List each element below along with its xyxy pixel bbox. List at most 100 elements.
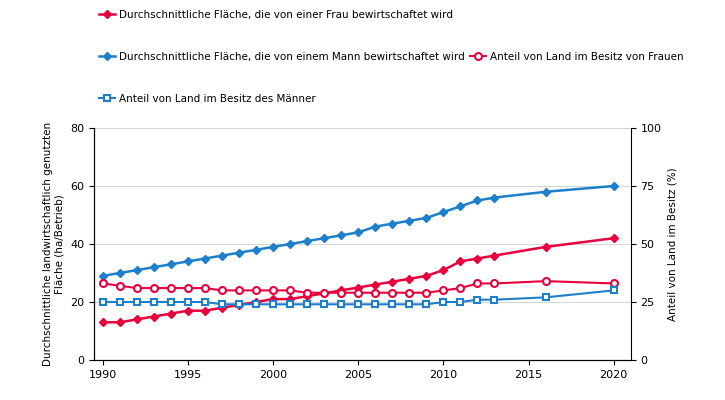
Durchschnittliche Fläche, die von einem Mann bewirtschaftet wird [439, 210, 448, 214]
Anteil von Land im Besitz von Frauen [252, 288, 260, 293]
Durchschnittliche Fläche, die von einem Mann bewirtschaftet wird [320, 236, 328, 240]
Durchschnittliche Fläche, die von einer Frau bewirtschaftet wird [610, 236, 618, 240]
Anteil von Land im Besitz von Frauen [218, 288, 226, 293]
Anteil von Land im Besitz von Frauen [542, 279, 550, 284]
Anteil von Land im Besitz des Männer [439, 300, 448, 304]
Durchschnittliche Fläche, die von einem Mann bewirtschaftet wird [201, 256, 210, 261]
Anteil von Land im Besitz von Frauen [133, 286, 141, 290]
Durchschnittliche Fläche, die von einer Frau bewirtschaftet wird [354, 285, 362, 290]
Durchschnittliche Fläche, die von einer Frau bewirtschaftet wird [115, 320, 124, 325]
Durchschnittliche Fläche, die von einem Mann bewirtschaftet wird [115, 270, 124, 275]
Durchschnittliche Fläche, die von einer Frau bewirtschaftet wird [183, 308, 192, 313]
Durchschnittliche Fläche, die von einem Mann bewirtschaftet wird [286, 242, 294, 246]
Anteil von Land im Besitz des Männer [183, 300, 192, 304]
Durchschnittliche Fläche, die von einem Mann bewirtschaftet wird [456, 204, 465, 209]
Durchschnittliche Fläche, die von einem Mann bewirtschaftet wird [218, 253, 226, 258]
Durchschnittliche Fläche, die von einem Mann bewirtschaftet wird [99, 274, 107, 278]
Anteil von Land im Besitz des Männer [201, 300, 210, 304]
Durchschnittliche Fläche, die von einer Frau bewirtschaftet wird [218, 306, 226, 310]
Anteil von Land im Besitz des Männer [405, 302, 414, 307]
Anteil von Land im Besitz des Männer [610, 288, 618, 293]
Anteil von Land im Besitz des Männer [99, 300, 107, 304]
Anteil von Land im Besitz von Frauen [439, 288, 448, 293]
Durchschnittliche Fläche, die von einem Mann bewirtschaftet wird [610, 184, 618, 188]
Anteil von Land im Besitz des Männer [490, 297, 499, 302]
Durchschnittliche Fläche, die von einem Mann bewirtschaftet wird [405, 218, 414, 223]
Anteil von Land im Besitz von Frauen [183, 286, 192, 290]
Durchschnittliche Fläche, die von einer Frau bewirtschaftet wird [371, 282, 380, 287]
Durchschnittliche Fläche, die von einer Frau bewirtschaftet wird [286, 297, 294, 302]
Anteil von Land im Besitz von Frauen [149, 286, 158, 290]
Anteil von Land im Besitz des Männer [286, 302, 294, 307]
Durchschnittliche Fläche, die von einer Frau bewirtschaftet wird [133, 317, 141, 322]
Line: Durchschnittliche Fläche, die von einer Frau bewirtschaftet wird: Durchschnittliche Fläche, die von einer … [100, 236, 616, 325]
Anteil von Land im Besitz des Männer [337, 302, 346, 307]
Anteil von Land im Besitz des Männer [422, 302, 431, 307]
Anteil von Land im Besitz des Männer [388, 302, 397, 307]
Y-axis label: Anteil von Land im Besitz (%): Anteil von Land im Besitz (%) [667, 167, 677, 321]
Durchschnittliche Fläche, die von einer Frau bewirtschaftet wird [99, 320, 107, 325]
Line: Anteil von Land im Besitz des Männer: Anteil von Land im Besitz des Männer [99, 287, 617, 308]
Anteil von Land im Besitz des Männer [542, 295, 550, 300]
Durchschnittliche Fläche, die von einer Frau bewirtschaftet wird [167, 311, 175, 316]
Line: Durchschnittliche Fläche, die von einem Mann bewirtschaftet wird: Durchschnittliche Fläche, die von einem … [100, 183, 616, 279]
Durchschnittliche Fläche, die von einem Mann bewirtschaftet wird [490, 195, 499, 200]
Anteil von Land im Besitz von Frauen [167, 286, 175, 290]
Durchschnittliche Fläche, die von einem Mann bewirtschaftet wird [422, 216, 431, 220]
Durchschnittliche Fläche, die von einem Mann bewirtschaftet wird [235, 250, 244, 255]
Durchschnittliche Fläche, die von einer Frau bewirtschaftet wird [337, 288, 346, 293]
Line: Anteil von Land im Besitz von Frauen: Anteil von Land im Besitz von Frauen [99, 278, 617, 296]
Anteil von Land im Besitz von Frauen [99, 281, 107, 286]
Anteil von Land im Besitz des Männer [320, 302, 328, 307]
Anteil von Land im Besitz von Frauen [371, 290, 380, 295]
Durchschnittliche Fläche, die von einer Frau bewirtschaftet wird [201, 308, 210, 313]
Anteil von Land im Besitz des Männer [149, 300, 158, 304]
Anteil von Land im Besitz von Frauen [337, 290, 346, 295]
Durchschnittliche Fläche, die von einer Frau bewirtschaftet wird [235, 302, 244, 307]
Durchschnittliche Fläche, die von einem Mann bewirtschaftet wird [167, 262, 175, 267]
Durchschnittliche Fläche, die von einem Mann bewirtschaftet wird [542, 189, 550, 194]
Durchschnittliche Fläche, die von einem Mann bewirtschaftet wird [371, 224, 380, 229]
Y-axis label: Durchschnittliche landwirtschaftlich genutzten
Fläche (ha/Betrieb): Durchschnittliche landwirtschaftlich gen… [44, 122, 65, 366]
Anteil von Land im Besitz des Männer [473, 297, 482, 302]
Anteil von Land im Besitz des Männer [235, 302, 244, 307]
Anteil von Land im Besitz von Frauen [235, 288, 244, 293]
Anteil von Land im Besitz von Frauen [490, 281, 499, 286]
Anteil von Land im Besitz von Frauen [473, 281, 482, 286]
Durchschnittliche Fläche, die von einer Frau bewirtschaftet wird [490, 253, 499, 258]
Durchschnittliche Fläche, die von einem Mann bewirtschaftet wird [149, 265, 158, 270]
Durchschnittliche Fläche, die von einer Frau bewirtschaftet wird [388, 279, 397, 284]
Durchschnittliche Fläche, die von einem Mann bewirtschaftet wird [269, 244, 278, 249]
Durchschnittliche Fläche, die von einem Mann bewirtschaftet wird [133, 268, 141, 272]
Durchschnittliche Fläche, die von einem Mann bewirtschaftet wird [252, 247, 260, 252]
Anteil von Land im Besitz von Frauen [354, 290, 362, 295]
Durchschnittliche Fläche, die von einer Frau bewirtschaftet wird [405, 276, 414, 281]
Durchschnittliche Fläche, die von einer Frau bewirtschaftet wird [303, 294, 312, 298]
Anteil von Land im Besitz des Männer [371, 302, 380, 307]
Anteil von Land im Besitz des Männer [269, 302, 278, 307]
Anteil von Land im Besitz des Männer [252, 302, 260, 307]
Durchschnittliche Fläche, die von einer Frau bewirtschaftet wird [149, 314, 158, 319]
Anteil von Land im Besitz des Männer [115, 300, 124, 304]
Durchschnittliche Fläche, die von einem Mann bewirtschaftet wird [303, 239, 312, 244]
Anteil von Land im Besitz von Frauen [286, 288, 294, 293]
Anteil von Land im Besitz von Frauen [422, 290, 431, 295]
Durchschnittliche Fläche, die von einer Frau bewirtschaftet wird [269, 297, 278, 302]
Anteil von Land im Besitz des Männer [167, 300, 175, 304]
Anteil von Land im Besitz des Männer [218, 302, 226, 307]
Durchschnittliche Fläche, die von einer Frau bewirtschaftet wird [456, 259, 465, 264]
Legend: Anteil von Land im Besitz des Männer: Anteil von Land im Besitz des Männer [99, 94, 316, 104]
Durchschnittliche Fläche, die von einer Frau bewirtschaftet wird [473, 256, 482, 261]
Durchschnittliche Fläche, die von einer Frau bewirtschaftet wird [439, 268, 448, 272]
Durchschnittliche Fläche, die von einer Frau bewirtschaftet wird [422, 274, 431, 278]
Anteil von Land im Besitz von Frauen [201, 286, 210, 290]
Anteil von Land im Besitz von Frauen [388, 290, 397, 295]
Anteil von Land im Besitz des Männer [354, 302, 362, 307]
Durchschnittliche Fläche, die von einer Frau bewirtschaftet wird [542, 244, 550, 249]
Durchschnittliche Fläche, die von einem Mann bewirtschaftet wird [388, 221, 397, 226]
Anteil von Land im Besitz von Frauen [115, 283, 124, 288]
Durchschnittliche Fläche, die von einem Mann bewirtschaftet wird [337, 233, 346, 238]
Anteil von Land im Besitz des Männer [303, 302, 312, 307]
Anteil von Land im Besitz von Frauen [269, 288, 278, 293]
Anteil von Land im Besitz von Frauen [405, 290, 414, 295]
